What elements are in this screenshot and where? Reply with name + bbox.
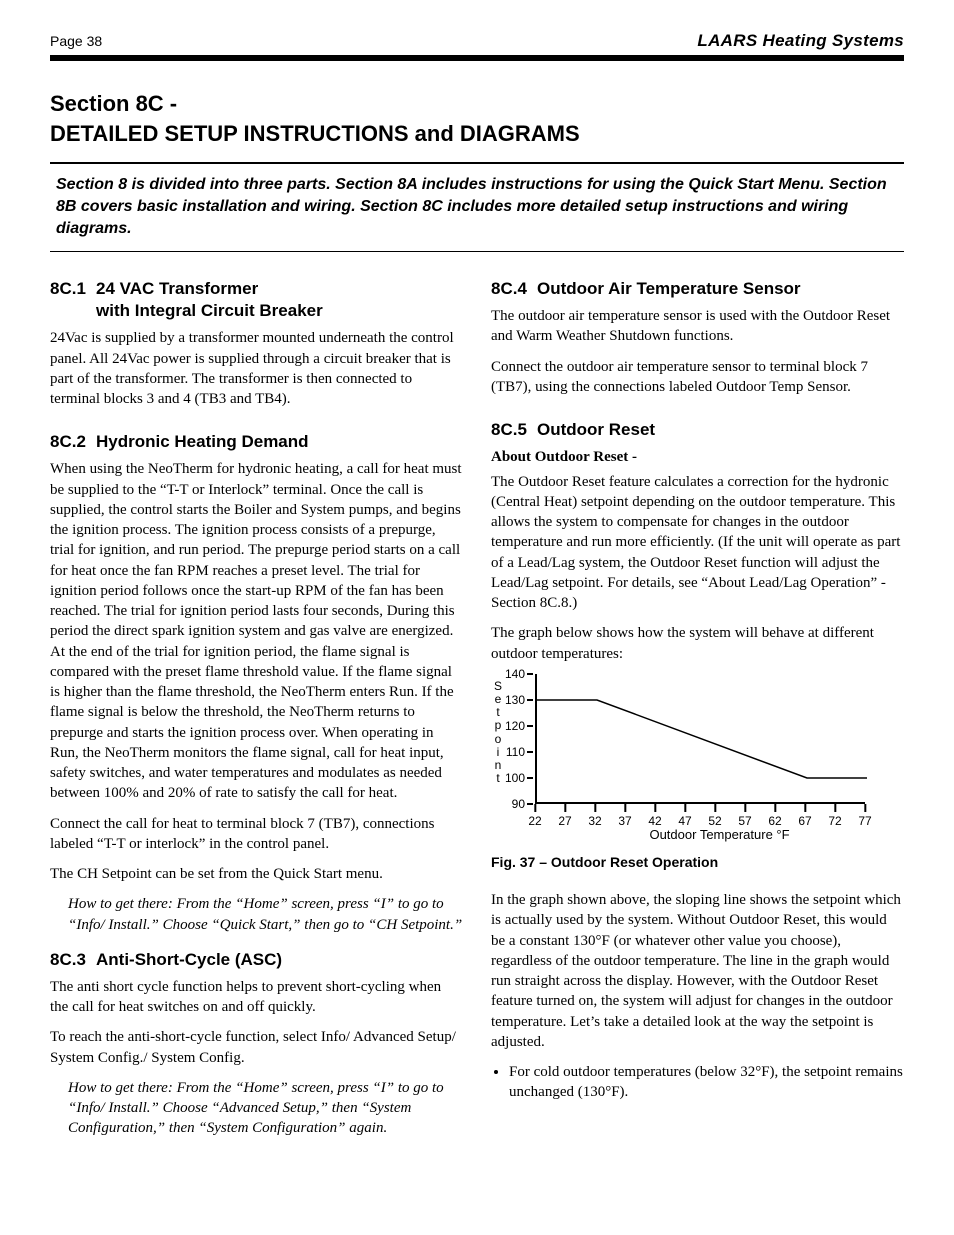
para-8c4-1: The outdoor air temperature sensor is us…: [491, 306, 904, 347]
chart-xtick: 22: [528, 804, 541, 829]
section-title-line2: DETAILED SETUP INSTRUCTIONS and DIAGRAMS: [50, 119, 904, 149]
heading-8c1-title-l1: 24 VAC Transformer: [96, 279, 258, 298]
outdoor-reset-chart: Setpoint 14013012011010090 2227323742475…: [491, 674, 904, 844]
heading-8c4-num: 8C.4: [491, 278, 537, 300]
para-8c3-2: To reach the anti-short-cycle function, …: [50, 1027, 463, 1068]
para-8c5-3: In the graph shown above, the sloping li…: [491, 890, 904, 1052]
page-number: Page 38: [50, 32, 102, 51]
bullet-list-8c5: For cold outdoor temperatures (below 32°…: [491, 1062, 904, 1103]
chart-xtick: 67: [798, 804, 811, 829]
chart-xtick: 37: [618, 804, 631, 829]
chart-y-label: Setpoint: [491, 674, 505, 844]
chart-xtick: 57: [738, 804, 751, 829]
heading-8c5-title: Outdoor Reset: [537, 420, 655, 439]
para-8c1-1: 24Vac is supplied by a transformer mount…: [50, 328, 463, 409]
para-8c2-3: The CH Setpoint can be set from the Quic…: [50, 864, 463, 884]
para-8c5-2: The graph below shows how the system wil…: [491, 623, 904, 664]
heading-8c5-num: 8C.5: [491, 419, 537, 441]
heading-8c1-title-l2: with Integral Circuit Breaker: [50, 300, 463, 322]
chart-xtick: 42: [648, 804, 661, 829]
para-8c3-1: The anti short cycle function helps to p…: [50, 977, 463, 1018]
heading-8c1-num: 8C.1: [50, 278, 96, 300]
heading-8c5: 8C.5Outdoor Reset: [491, 419, 904, 441]
chart-xtick: 77: [858, 804, 871, 829]
right-column: 8C.4Outdoor Air Temperature Sensor The o…: [491, 272, 904, 1153]
content-columns: 8C.124 VAC Transformer with Integral Cir…: [50, 272, 904, 1153]
heading-8c3-num: 8C.3: [50, 949, 96, 971]
chart-plot-area: [535, 674, 865, 804]
chart-xtick: 27: [558, 804, 571, 829]
chart-xtick: 62: [768, 804, 781, 829]
left-column: 8C.124 VAC Transformer with Integral Cir…: [50, 272, 463, 1153]
heading-8c1: 8C.124 VAC Transformer with Integral Cir…: [50, 278, 463, 322]
chart-xtick: 32: [588, 804, 601, 829]
heading-8c2: 8C.2Hydronic Heating Demand: [50, 431, 463, 453]
heading-8c3: 8C.3Anti-Short-Cycle (ASC): [50, 949, 463, 971]
chart-data-line: [537, 700, 867, 778]
para-8c5-1: The Outdoor Reset feature calculates a c…: [491, 472, 904, 614]
heading-8c2-title: Hydronic Heating Demand: [96, 432, 309, 451]
about-outdoor-reset-label: About Outdoor Reset -: [491, 447, 904, 467]
heading-8c3-title: Anti-Short-Cycle (ASC): [96, 950, 282, 969]
section-title-line1: Section 8C -: [50, 89, 904, 119]
heading-8c4: 8C.4Outdoor Air Temperature Sensor: [491, 278, 904, 300]
para-8c2-1: When using the NeoTherm for hydronic hea…: [50, 459, 463, 803]
section-title: Section 8C - DETAILED SETUP INSTRUCTIONS…: [50, 89, 904, 148]
heading-8c2-num: 8C.2: [50, 431, 96, 453]
para-8c4-2: Connect the outdoor air temperature sens…: [491, 357, 904, 398]
chart-y-axis: 14013012011010090: [505, 674, 535, 804]
bullet-8c5-1: For cold outdoor temperatures (below 32°…: [509, 1062, 904, 1103]
howto-8c2: How to get there: From the “Home” screen…: [68, 894, 463, 935]
heading-8c4-title: Outdoor Air Temperature Sensor: [537, 279, 801, 298]
chart-xtick: 47: [678, 804, 691, 829]
page-header: Page 38 LAARS Heating Systems: [50, 30, 904, 61]
chart-xtick: 52: [708, 804, 721, 829]
chart-xtick: 72: [828, 804, 841, 829]
section-intro-text: Section 8 is divided into three parts. S…: [56, 174, 898, 239]
section-intro-box: Section 8 is divided into three parts. S…: [50, 162, 904, 252]
chart-x-axis: 222732374247525762677277: [535, 804, 865, 824]
figure-caption: Fig. 37 – Outdoor Reset Operation: [491, 853, 904, 872]
howto-8c3: How to get there: From the “Home” screen…: [68, 1078, 463, 1139]
para-8c2-2: Connect the call for heat to terminal bl…: [50, 814, 463, 855]
brand-name: LAARS Heating Systems: [697, 30, 904, 53]
chart-line-svg: [537, 674, 867, 804]
